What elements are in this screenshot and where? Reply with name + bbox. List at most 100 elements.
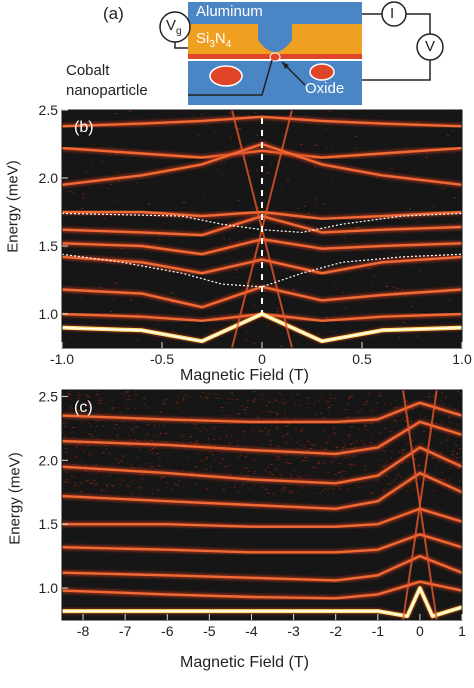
noise-speckle xyxy=(373,453,375,455)
noise-speckle xyxy=(338,462,342,464)
noise-speckle xyxy=(155,168,158,170)
noise-speckle xyxy=(141,478,144,480)
noise-speckle xyxy=(78,394,82,396)
noise-speckle xyxy=(363,425,367,427)
noise-speckle xyxy=(434,429,437,431)
noise-speckle xyxy=(393,481,396,483)
noise-speckle xyxy=(189,484,192,486)
noise-speckle xyxy=(417,406,419,408)
noise-speckle xyxy=(127,399,131,401)
noise-speckle xyxy=(243,467,246,469)
noise-speckle xyxy=(338,471,341,473)
circuit-wire xyxy=(362,13,431,34)
noise-speckle xyxy=(390,450,393,452)
noise-speckle xyxy=(229,240,233,242)
noise-speckle xyxy=(397,416,399,418)
noise-speckle xyxy=(86,445,90,447)
noise-speckle xyxy=(452,450,455,452)
noise-speckle xyxy=(130,299,133,301)
noise-speckle xyxy=(333,487,335,489)
noise-speckle xyxy=(270,425,273,427)
noise-speckle xyxy=(82,390,84,392)
noise-speckle xyxy=(405,473,408,475)
noise-speckle xyxy=(370,492,373,494)
noise-speckle xyxy=(314,414,318,416)
noise-speckle xyxy=(428,392,431,394)
noise-speckle xyxy=(109,311,113,313)
noise-speckle xyxy=(95,391,98,393)
noise-speckle xyxy=(341,292,344,294)
noise-speckle xyxy=(218,426,221,428)
noise-speckle xyxy=(449,406,452,408)
noise-speckle xyxy=(369,423,373,425)
noise-speckle xyxy=(329,397,333,399)
noise-speckle xyxy=(88,433,92,435)
noise-speckle xyxy=(105,448,107,450)
x-tick-label: -3 xyxy=(287,623,300,639)
noise-speckle xyxy=(417,466,420,468)
noise-speckle xyxy=(71,426,75,428)
noise-speckle xyxy=(284,413,286,415)
noise-speckle xyxy=(238,127,242,129)
noise-speckle xyxy=(377,459,381,461)
noise-speckle xyxy=(335,446,339,448)
noise-speckle xyxy=(141,464,143,466)
noise-speckle xyxy=(325,447,327,449)
noise-speckle xyxy=(451,454,455,456)
noise-speckle xyxy=(300,476,302,478)
noise-speckle xyxy=(269,440,272,442)
noise-speckle xyxy=(215,393,217,395)
noise-speckle xyxy=(103,217,106,219)
noise-speckle xyxy=(132,467,135,469)
energy-level xyxy=(62,533,462,554)
noise-speckle xyxy=(253,470,256,472)
x-tick-label: -8 xyxy=(77,623,90,639)
noise-speckle xyxy=(286,180,290,182)
noise-speckle xyxy=(182,411,185,413)
noise-speckle xyxy=(66,190,70,192)
noise-speckle xyxy=(341,474,343,476)
noise-speckle xyxy=(307,397,310,399)
noise-speckle xyxy=(432,396,434,398)
noise-speckle xyxy=(204,396,207,398)
noise-speckle xyxy=(95,483,98,485)
noise-speckle xyxy=(299,399,301,401)
voltage-label: V xyxy=(425,38,436,55)
noise-speckle xyxy=(322,461,325,463)
energy-level xyxy=(62,471,462,510)
noise-speckle xyxy=(131,464,133,466)
noise-speckle xyxy=(220,397,222,399)
noise-speckle xyxy=(417,393,420,395)
noise-speckle xyxy=(171,488,174,490)
noise-speckle xyxy=(194,466,198,468)
noise-speckle xyxy=(307,474,311,476)
noise-speckle xyxy=(243,408,247,410)
noise-speckle xyxy=(203,469,205,471)
noise-speckle xyxy=(143,397,146,399)
noise-speckle xyxy=(245,340,249,342)
noise-speckle xyxy=(147,424,151,426)
noise-speckle xyxy=(209,393,211,395)
noise-speckle xyxy=(128,395,131,397)
noise-speckle xyxy=(284,488,287,490)
noise-speckle xyxy=(309,448,313,450)
y-tick-label: 2.5 xyxy=(39,388,59,404)
energy-level xyxy=(62,401,462,424)
noise-speckle xyxy=(362,443,366,445)
noise-speckle xyxy=(263,427,266,429)
noise-speckle xyxy=(253,343,256,345)
noise-speckle xyxy=(128,434,130,436)
noise-speckle xyxy=(93,479,96,481)
noise-speckle xyxy=(390,457,392,459)
noise-speckle xyxy=(348,398,350,400)
noise-speckle xyxy=(440,400,443,402)
noise-speckle xyxy=(121,485,123,487)
noise-speckle xyxy=(205,456,209,458)
noise-speckle xyxy=(109,183,112,185)
noise-speckle xyxy=(90,162,92,164)
noise-speckle xyxy=(77,397,80,399)
noise-speckle xyxy=(319,333,321,335)
noise-speckle xyxy=(185,438,188,440)
noise-speckle xyxy=(396,474,398,476)
noise-speckle xyxy=(88,453,92,455)
